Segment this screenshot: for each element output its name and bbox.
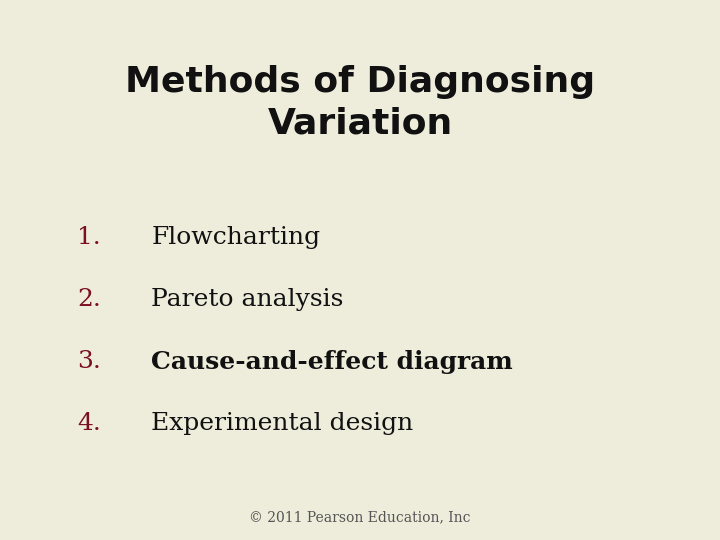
Text: © 2011 Pearson Education, Inc: © 2011 Pearson Education, Inc xyxy=(249,510,471,524)
Text: 4.: 4. xyxy=(77,413,101,435)
Text: Pareto analysis: Pareto analysis xyxy=(151,288,343,311)
Text: Cause-and-effect diagram: Cause-and-effect diagram xyxy=(151,350,513,374)
Text: Experimental design: Experimental design xyxy=(151,413,413,435)
Text: Flowcharting: Flowcharting xyxy=(151,226,320,249)
Text: 3.: 3. xyxy=(77,350,101,373)
Text: Methods of Diagnosing
Variation: Methods of Diagnosing Variation xyxy=(125,65,595,141)
Text: 2.: 2. xyxy=(77,288,101,311)
Text: 1.: 1. xyxy=(77,226,101,249)
